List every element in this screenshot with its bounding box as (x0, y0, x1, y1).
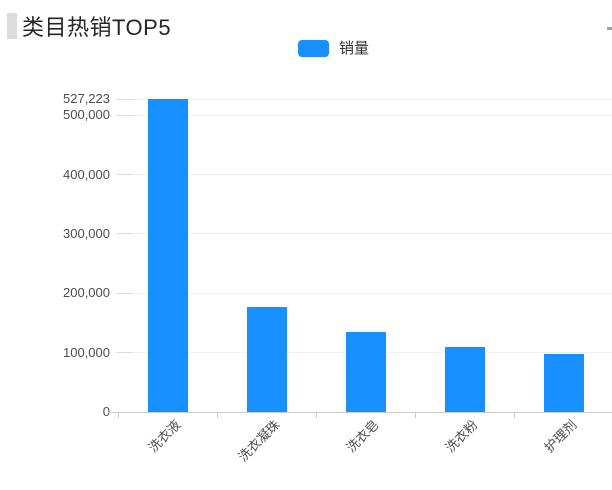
y-axis-label: 500,000 (63, 107, 110, 123)
legend-item-sales[interactable]: 销量 (298, 40, 369, 57)
x-axis-line (108, 412, 612, 413)
y-axis-tick (116, 174, 133, 176)
gridline (118, 98, 612, 100)
x-axis-label: 洗衣粉 (442, 417, 482, 456)
legend: 销量 (298, 40, 369, 57)
chart-header: 类目热销TOP5 (7, 10, 171, 42)
x-axis-label: 洗衣凝珠 (235, 417, 284, 465)
y-axis-label: 100,000 (63, 344, 110, 360)
y-axis-label: 400,000 (63, 166, 110, 182)
y-axis-tick (116, 292, 133, 294)
x-axis-tick (316, 413, 317, 418)
clipped-edge-fragment (607, 27, 612, 30)
y-axis-label: 200,000 (63, 285, 110, 301)
x-axis-tick (118, 413, 119, 418)
bar-1[interactable] (147, 99, 188, 412)
y-axis-tick (116, 233, 133, 235)
x-axis-label: 洗衣液 (145, 417, 185, 456)
bar-4[interactable] (444, 346, 485, 412)
gridline (118, 233, 612, 235)
bar-2[interactable] (246, 306, 287, 412)
y-axis-label: 300,000 (63, 225, 110, 241)
x-axis-label: 护理剂 (541, 417, 581, 456)
x-axis-tick (217, 413, 218, 418)
bar-5[interactable] (543, 354, 584, 412)
x-axis-label: 洗衣皂 (343, 417, 383, 456)
y-axis-tick (116, 352, 133, 354)
y-axis-label: 0 (102, 404, 110, 419)
y-axis-label: 527,223 (63, 91, 110, 106)
title-marker (7, 13, 17, 39)
gridline (118, 292, 612, 294)
gridline (118, 114, 612, 116)
y-axis-tick (116, 114, 133, 116)
page-title: 类目热销TOP5 (22, 15, 172, 40)
legend-swatch (298, 40, 329, 57)
x-axis-tick (415, 413, 416, 418)
y-axis-tick (116, 98, 133, 100)
legend-label: 销量 (339, 40, 370, 57)
bar-3[interactable] (345, 332, 386, 412)
gridline (118, 174, 612, 176)
x-axis-tick (514, 413, 515, 418)
